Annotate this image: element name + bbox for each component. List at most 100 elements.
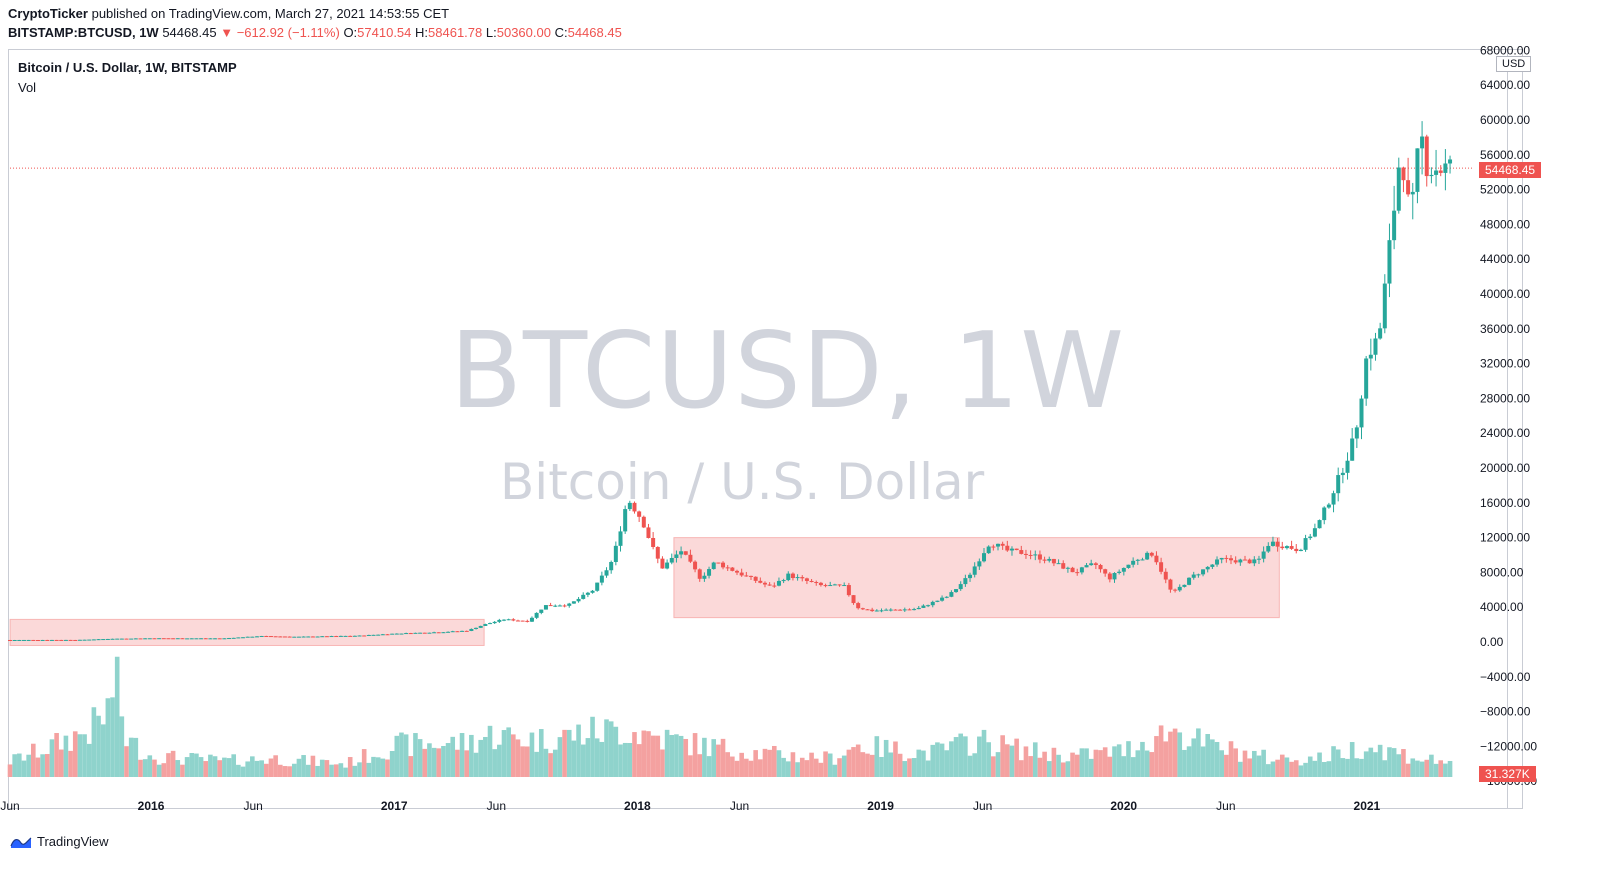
candle-body — [119, 638, 124, 640]
chart-frame[interactable] — [8, 49, 1523, 809]
candle-body — [273, 636, 278, 638]
volume-bar — [711, 739, 717, 777]
candle-body — [1284, 546, 1289, 549]
volume-bar — [804, 760, 810, 777]
volume-bar — [907, 758, 912, 777]
volume-bar — [660, 749, 665, 777]
volume-bar — [776, 750, 782, 777]
candle-body — [1019, 550, 1024, 554]
volume-bar — [911, 758, 917, 777]
candle-body — [203, 638, 208, 640]
candle-body — [683, 551, 688, 555]
volume-bar — [730, 756, 735, 777]
volume-bar — [259, 760, 264, 777]
volume-bar — [441, 745, 446, 777]
candle-body — [352, 635, 357, 637]
candle-body — [828, 585, 833, 587]
volume-bar — [21, 760, 27, 777]
candle-body — [702, 575, 707, 579]
candle-body — [1051, 558, 1056, 564]
volume-bar — [571, 740, 577, 777]
candle-body — [217, 638, 222, 640]
candle-body — [492, 621, 497, 624]
volume-bar — [511, 734, 516, 777]
candle-body — [1154, 555, 1159, 563]
volume-bar — [1247, 758, 1252, 777]
candle-body — [469, 628, 474, 631]
volume-bar — [823, 751, 828, 777]
candle-body — [739, 572, 744, 576]
volume-bar — [245, 761, 250, 777]
volume-bar — [1359, 758, 1364, 777]
volume-bar — [128, 737, 134, 777]
candle-body — [674, 554, 679, 558]
candle-body — [91, 639, 96, 641]
candle-body — [161, 638, 166, 640]
volume-bar — [683, 738, 689, 777]
candle-body — [1354, 427, 1359, 439]
candle-body — [96, 639, 101, 641]
candle-body — [1215, 559, 1220, 565]
candle-body — [958, 584, 963, 590]
candle-body — [776, 580, 781, 586]
candle-body — [1093, 563, 1098, 565]
volume-bar — [473, 752, 479, 777]
candle-body — [1368, 354, 1373, 359]
candle-body — [641, 516, 646, 528]
volume-bar — [697, 754, 703, 777]
currency-button[interactable]: USD — [1496, 56, 1532, 72]
candle-body — [478, 625, 483, 628]
volume-bar — [1014, 738, 1019, 777]
watermark-description: Bitcoin / U.S. Dollar — [500, 453, 985, 511]
candle-body — [613, 545, 618, 562]
author-name[interactable]: CryptoTicker — [8, 6, 88, 21]
volume-bar — [1121, 756, 1127, 777]
volume-bar — [478, 739, 483, 777]
volume-bar — [758, 759, 763, 777]
candle-body — [1089, 563, 1094, 566]
volume-bar — [77, 734, 83, 777]
candle-body — [1378, 328, 1383, 339]
candle-body — [1056, 563, 1061, 565]
volume-bar — [296, 758, 302, 777]
candle-body — [1233, 560, 1238, 563]
volume-bar — [716, 744, 721, 777]
candle-body — [515, 620, 520, 622]
volume-bar — [408, 756, 414, 777]
candle-body — [380, 634, 385, 636]
price-tick-label: −4000.00 — [1480, 670, 1531, 684]
volume-bar — [1377, 744, 1383, 777]
candle-body — [12, 639, 17, 641]
volume-bar — [278, 764, 283, 777]
volume-bar — [1447, 760, 1453, 777]
volume-bar — [450, 736, 456, 777]
candle-body — [809, 580, 814, 583]
candle-body — [1429, 174, 1434, 177]
footer-brand[interactable]: TradingView — [10, 834, 109, 849]
volume-bar — [222, 757, 227, 777]
candle-body — [418, 632, 423, 634]
candle-body — [185, 638, 190, 640]
candle-body — [1205, 566, 1210, 570]
candle-body — [1350, 438, 1355, 461]
volume-bar — [189, 753, 195, 777]
candle-body — [371, 634, 376, 636]
volume-bar — [1074, 754, 1080, 777]
watermark-symbol: BTCUSD, 1W — [450, 310, 1126, 432]
volume-bar — [1135, 750, 1141, 777]
volume-bar — [1270, 761, 1276, 777]
volume-bar — [147, 755, 153, 777]
volume-bar — [608, 721, 614, 777]
price-tick-label: 44000.00 — [1480, 252, 1530, 266]
volume-bar — [692, 733, 698, 777]
candle-body — [655, 546, 660, 559]
volume-bar — [459, 733, 465, 777]
candle-body — [1345, 460, 1350, 473]
candle-body — [534, 612, 539, 618]
price-tick-label: 8000.00 — [1480, 565, 1524, 579]
volume-bar — [431, 747, 437, 777]
candle-body — [296, 636, 301, 638]
candle-body — [916, 607, 921, 610]
open-value: 57410.54 — [357, 25, 412, 40]
